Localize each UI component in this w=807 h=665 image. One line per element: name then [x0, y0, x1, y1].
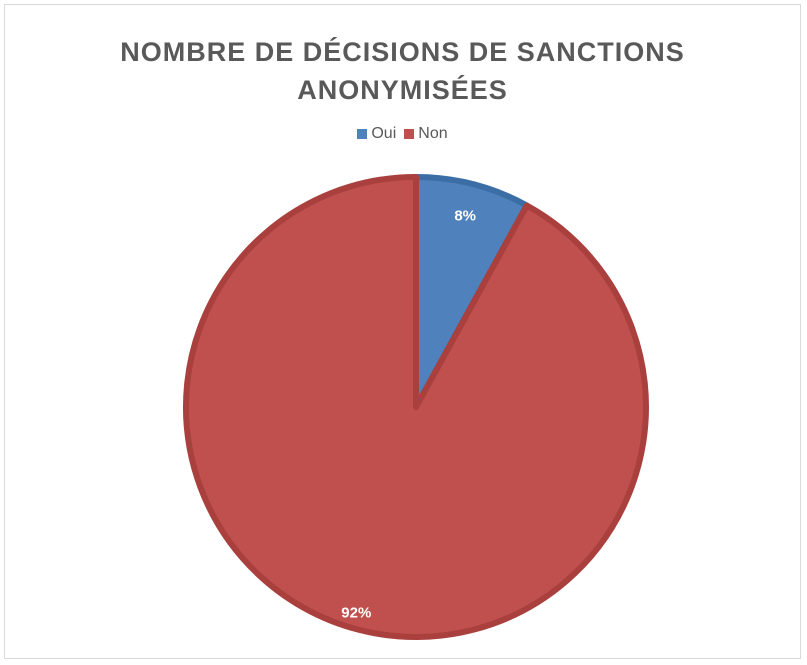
legend-item-non: Non	[404, 125, 448, 143]
legend-label-non: Non	[418, 125, 448, 142]
legend-swatch-non	[404, 129, 415, 139]
chart-legend: Oui Non	[5, 125, 800, 143]
legend-label-oui: Oui	[371, 125, 397, 142]
chart-title: NOMBRE DE DÉCISIONS DE SANCTIONS ANONYMI…	[5, 33, 800, 109]
legend-swatch-oui	[357, 129, 368, 139]
chart-title-line-1: NOMBRE DE DÉCISIONS DE SANCTIONS	[120, 37, 685, 67]
pie-slice-oui	[413, 174, 530, 410]
slice-label-oui: 8%	[454, 207, 476, 224]
chart-title-line-2: ANONYMISÉES	[297, 75, 508, 105]
pie-slice-non	[183, 174, 649, 640]
legend-item-oui: Oui	[357, 125, 396, 143]
slice-label-non: 92%	[341, 604, 371, 621]
